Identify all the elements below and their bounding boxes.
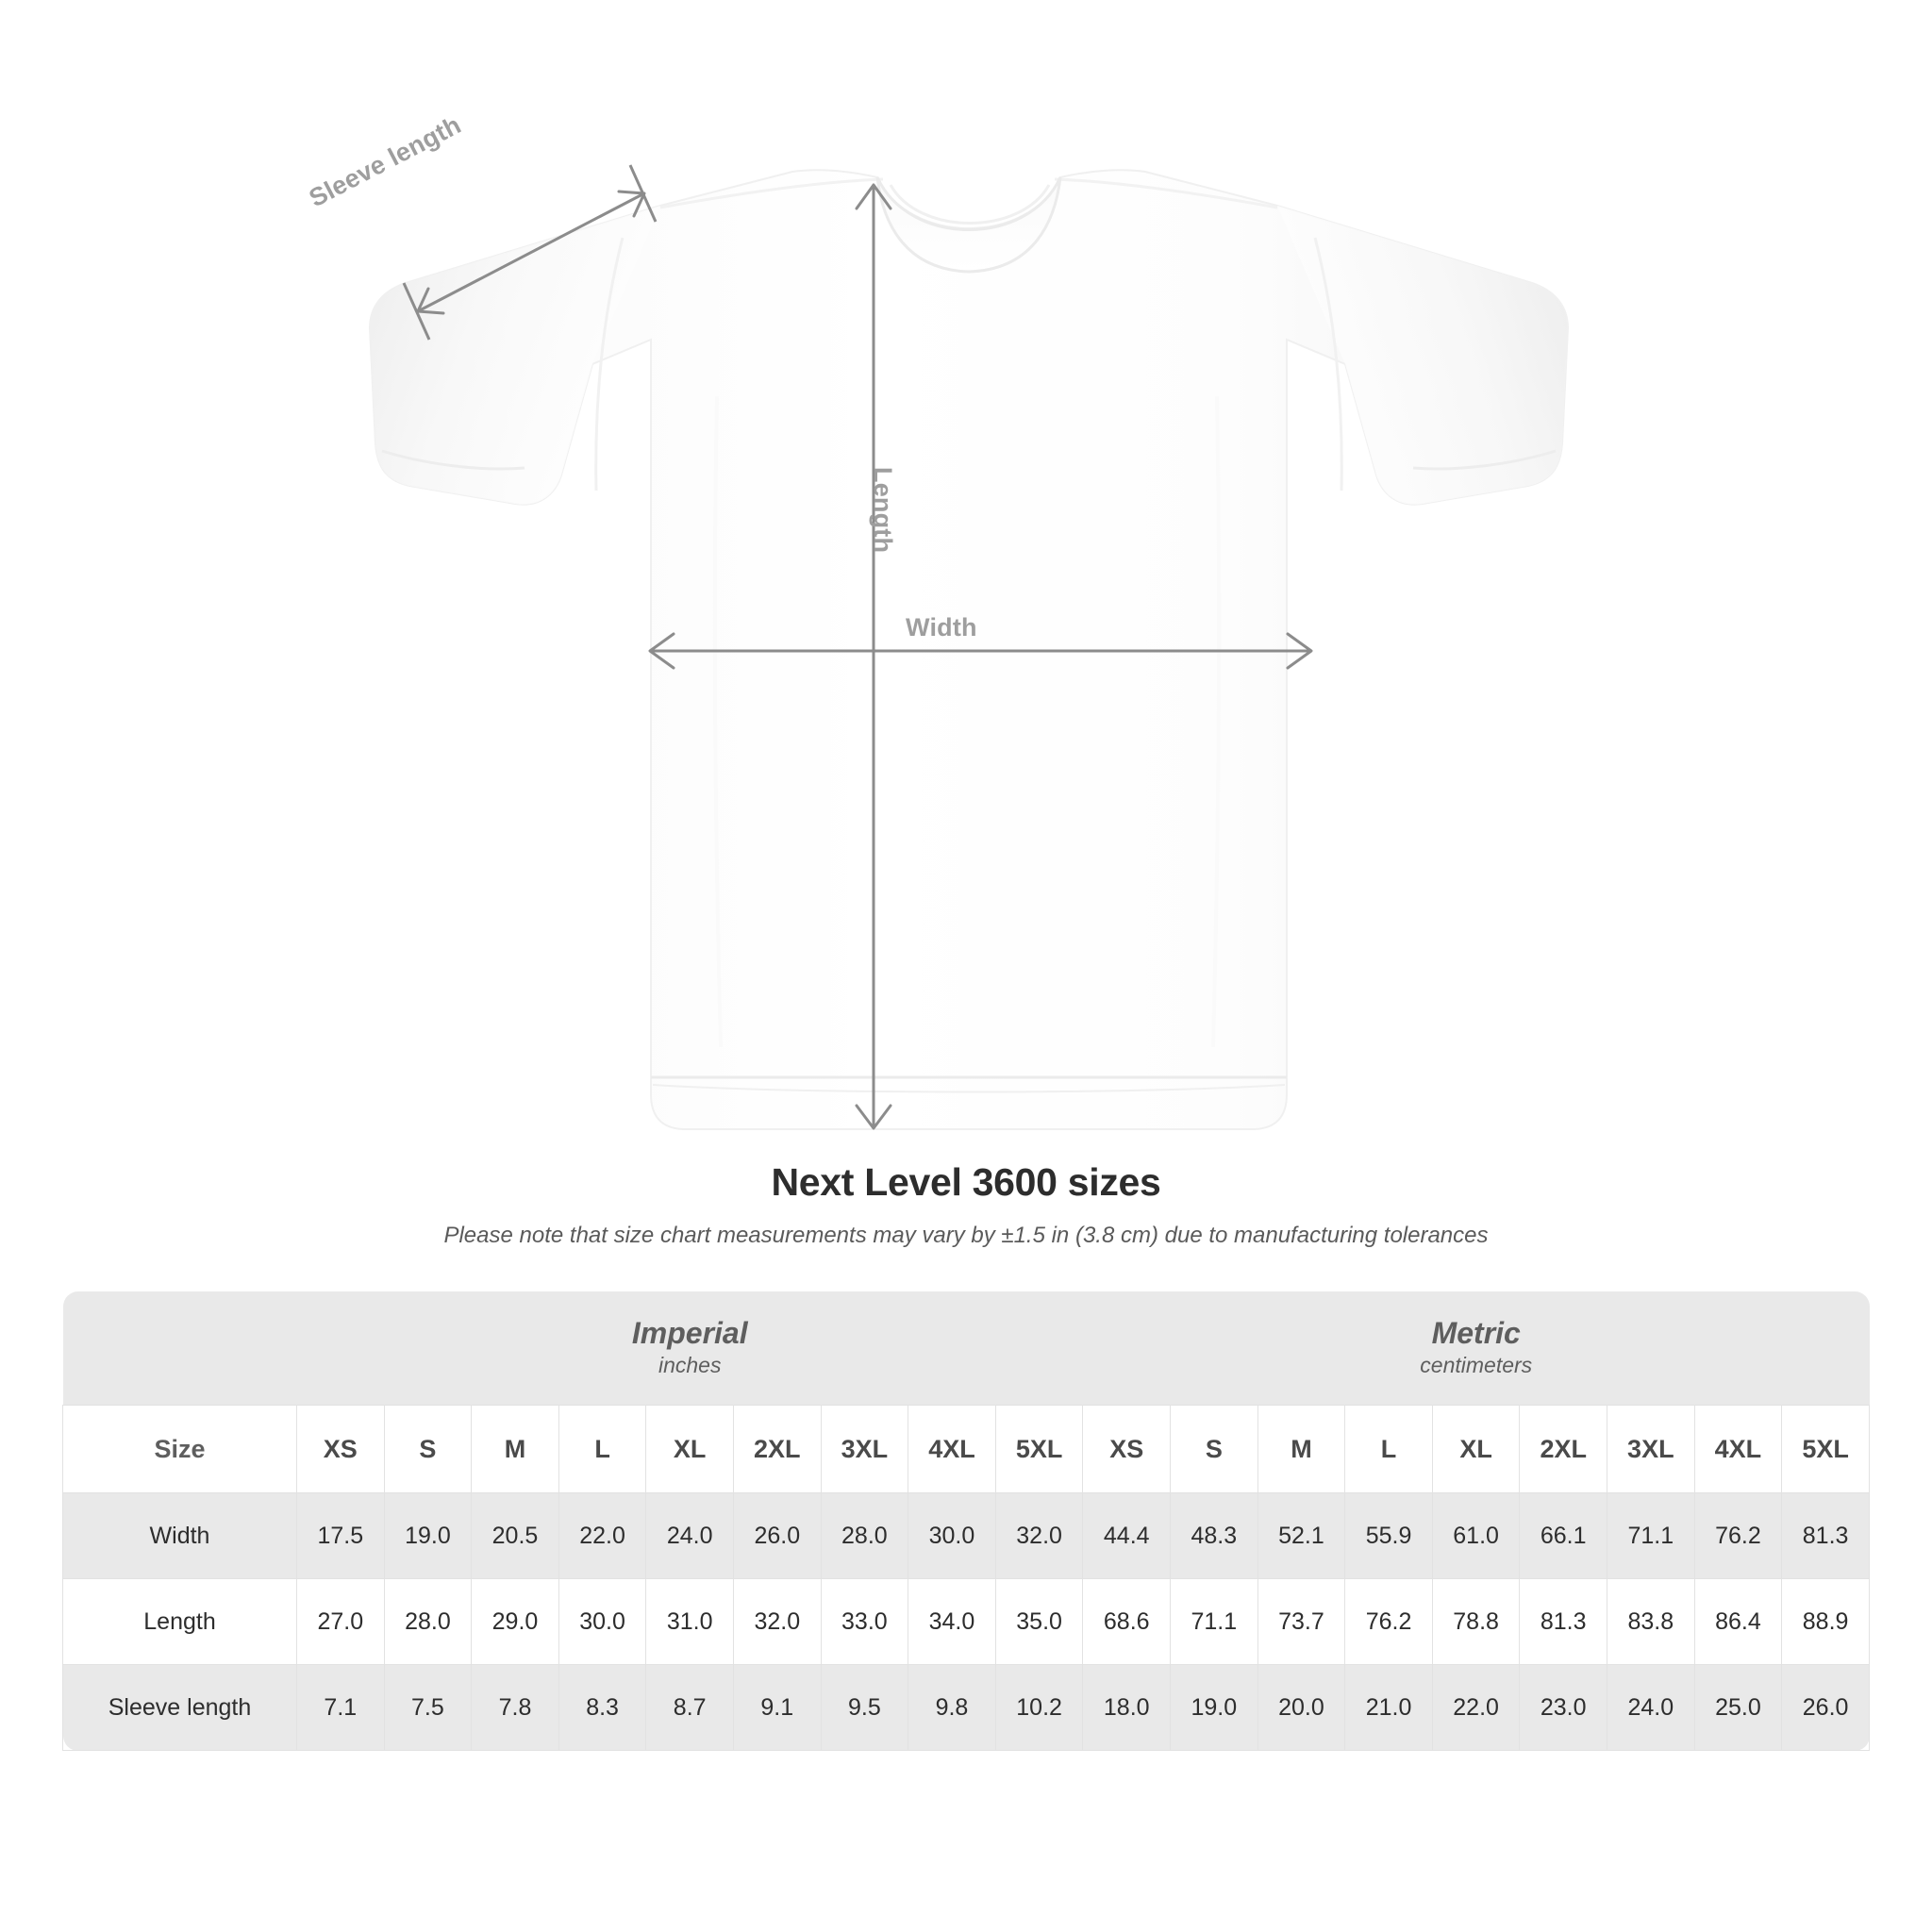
tshirt-illustration <box>368 169 1570 1130</box>
measurement-cell: 23.0 <box>1519 1664 1608 1751</box>
size-header-cell: M <box>1257 1405 1346 1493</box>
unit-group-unit: centimeters <box>1420 1353 1533 1378</box>
measurement-cell: 81.3 <box>1519 1578 1608 1665</box>
page-title: Next Level 3600 sizes <box>771 1160 1161 1204</box>
measurement-cell: 24.0 <box>645 1492 734 1579</box>
measurement-cell: 20.0 <box>1257 1664 1346 1751</box>
measurement-cell: 34.0 <box>908 1578 996 1665</box>
measurement-cell: 88.9 <box>1781 1578 1870 1665</box>
size-header-cell: 3XL <box>1607 1405 1695 1493</box>
measurement-cell: 81.3 <box>1781 1492 1870 1579</box>
measurement-cell: 20.5 <box>471 1492 559 1579</box>
size-header-cell: XL <box>1431 1405 1521 1493</box>
unit-group-unit: inches <box>658 1353 722 1378</box>
measurement-cell: 33.0 <box>820 1578 909 1665</box>
unit-group-name: Imperial <box>631 1315 748 1350</box>
length-label: Length <box>869 467 897 554</box>
measurement-cell: 27.0 <box>296 1578 385 1665</box>
unit-group-header-imperial: Imperial inches <box>296 1291 1083 1406</box>
size-header-cell: 5XL <box>1781 1405 1870 1493</box>
measurement-cell: 7.5 <box>383 1664 473 1751</box>
measurement-cell: 71.1 <box>1170 1578 1258 1665</box>
measurement-cell: 28.0 <box>383 1578 473 1665</box>
table-row: Width 17.5 19.0 20.5 22.0 24.0 26.0 28.0 30.0 32.… <box>61 1492 1870 1579</box>
measurement-cell: 76.2 <box>1344 1578 1433 1665</box>
measurement-cell: 10.2 <box>994 1664 1084 1751</box>
measurement-cell: 9.5 <box>820 1664 909 1751</box>
tolerance-note: Please note that size chart measurements… <box>443 1223 1489 1248</box>
measurement-cell: 25.0 <box>1693 1664 1783 1751</box>
measurement-cell: 83.8 <box>1607 1578 1695 1665</box>
measurement-cell: 61.0 <box>1431 1492 1521 1579</box>
measurement-cell: 19.0 <box>383 1492 473 1579</box>
measurement-cell: 21.0 <box>1344 1664 1433 1751</box>
measurement-cell: 9.8 <box>908 1664 996 1751</box>
table-corner-cell <box>62 1291 297 1406</box>
size-header-cell: M <box>471 1405 559 1493</box>
size-header-cell: XL <box>645 1405 734 1493</box>
measurement-cell: 28.0 <box>820 1492 909 1579</box>
measurement-cell: 48.3 <box>1170 1492 1258 1579</box>
chart-caption: Next Level 3600 sizes Please note that s… <box>0 1160 1932 1249</box>
unit-group-header-metric: Metric centimeters <box>1082 1291 1870 1406</box>
size-row-header: Size <box>61 1405 298 1493</box>
measurement-cell: 8.3 <box>558 1664 647 1751</box>
measurement-cell: 7.1 <box>296 1664 385 1751</box>
size-header-cell: 4XL <box>1693 1405 1783 1493</box>
measurement-cell: 24.0 <box>1607 1664 1695 1751</box>
measurement-cell: 17.5 <box>296 1492 385 1579</box>
size-header-cell: S <box>383 1405 473 1493</box>
measurement-cell: 7.8 <box>471 1664 559 1751</box>
table-row: Sleeve length 7.1 7.5 7.8 8.3 8.7 9.1 9.5 9.8 10.… <box>61 1664 1870 1751</box>
measurement-cell: 18.0 <box>1082 1664 1172 1751</box>
size-chart-table-wrapper: Imperial inches Metric centimeters Size XS S M L… <box>61 1291 1870 1751</box>
measurement-cell: 22.0 <box>1431 1664 1521 1751</box>
measurement-cell: 19.0 <box>1170 1664 1258 1751</box>
size-header-cell: L <box>1344 1405 1433 1493</box>
size-chart-table: Imperial inches Metric centimeters Size XS S M L… <box>61 1291 1870 1751</box>
measurement-cell: 8.7 <box>645 1664 734 1751</box>
measurement-cell: 32.0 <box>994 1492 1084 1579</box>
measurement-cell: 31.0 <box>645 1578 734 1665</box>
measurement-cell: 35.0 <box>994 1578 1084 1665</box>
measurement-cell: 22.0 <box>558 1492 647 1579</box>
measurement-cell: 86.4 <box>1693 1578 1783 1665</box>
measurement-cell: 68.6 <box>1082 1578 1172 1665</box>
size-header-cell: 4XL <box>908 1405 996 1493</box>
measurement-cell: 29.0 <box>471 1578 559 1665</box>
measurement-cell: 73.7 <box>1257 1578 1346 1665</box>
measurement-row-header: Width <box>61 1492 298 1579</box>
size-header-cell: 5XL <box>994 1405 1084 1493</box>
tshirt-diagram: Sleeve length Length Width <box>305 110 1570 1130</box>
table-row: Length 27.0 28.0 29.0 30.0 31.0 32.0 33.0 34.0 35… <box>61 1578 1870 1665</box>
size-header-cell: XS <box>1082 1405 1172 1493</box>
measurement-cell: 52.1 <box>1257 1492 1346 1579</box>
size-header-cell: 2XL <box>732 1405 822 1493</box>
measurement-cell: 32.0 <box>732 1578 822 1665</box>
size-header-cell: XS <box>296 1405 385 1493</box>
size-header-cell: L <box>558 1405 647 1493</box>
measurement-row-header: Sleeve length <box>61 1664 298 1751</box>
size-header-cell: S <box>1170 1405 1258 1493</box>
measurement-cell: 71.1 <box>1607 1492 1695 1579</box>
size-header-cell: 2XL <box>1519 1405 1608 1493</box>
measurement-row-header: Length <box>61 1578 298 1665</box>
measurement-cell: 30.0 <box>558 1578 647 1665</box>
measurement-cell: 76.2 <box>1693 1492 1783 1579</box>
table-size-header-row: Size XS S M L XL 2XL 3XL 4XL 5XL XS S M L XL 2XL 3XL 4XL 5… <box>61 1405 1870 1493</box>
measurement-cell: 9.1 <box>732 1664 822 1751</box>
measurement-cell: 30.0 <box>908 1492 996 1579</box>
size-header-cell: 3XL <box>820 1405 909 1493</box>
measurement-cell: 78.8 <box>1431 1578 1521 1665</box>
table-group-header-row: Imperial inches Metric centimeters <box>62 1291 1870 1406</box>
width-label: Width <box>906 613 977 641</box>
measurement-cell: 26.0 <box>732 1492 822 1579</box>
measurement-cell: 44.4 <box>1082 1492 1172 1579</box>
unit-group-name: Metric <box>1431 1315 1521 1350</box>
measurement-cell: 26.0 <box>1781 1664 1870 1751</box>
measurement-cell: 66.1 <box>1519 1492 1608 1579</box>
measurement-cell: 55.9 <box>1344 1492 1433 1579</box>
